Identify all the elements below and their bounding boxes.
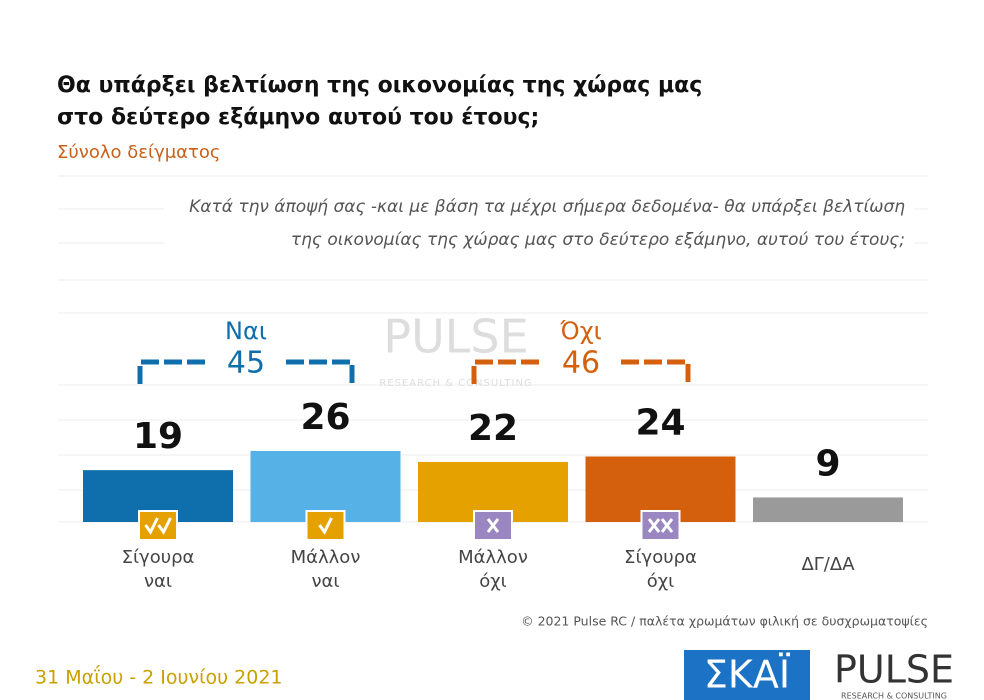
- title-line: Θα υπάρξει βελτίωση της οικονομίας της χ…: [57, 73, 702, 98]
- value-label: 24: [635, 402, 685, 443]
- category-label: Σίγουρα: [122, 547, 195, 568]
- icon-box: [640, 510, 681, 541]
- question-line: της οικονομίας της χώρας μας στο δεύτερο…: [291, 230, 905, 250]
- category-label: ΔΓ/ΔΑ: [801, 554, 855, 575]
- icon-box: [305, 510, 346, 541]
- check: [144, 517, 159, 535]
- bracket: [471, 359, 691, 384]
- title-line: στο δεύτερο εξάμηνο αυτού του έτους;: [57, 105, 539, 130]
- value-label: 26: [300, 397, 350, 438]
- cross: [647, 518, 661, 533]
- group-total: 45: [227, 346, 265, 381]
- icon: [473, 510, 513, 541]
- date: 31 Μαΐου - 2 Ιουνίου 2021: [35, 665, 283, 689]
- category-label: όχι: [647, 571, 675, 592]
- pulse-logo-sub: RESEARCH & CONSULTING: [841, 692, 947, 700]
- question-bg: [164, 190, 914, 252]
- question-line: Κατά την άποψή σας -και με βάση τα μέχρι…: [189, 197, 905, 217]
- value-label: 22: [468, 408, 518, 449]
- skai-logo-text: ΣΚΑΪ: [704, 653, 791, 697]
- category-label: ναι: [311, 571, 339, 592]
- icon: [305, 510, 346, 541]
- group-total: 46: [562, 346, 600, 381]
- icon: [138, 510, 178, 541]
- category-label: Μάλλον: [291, 547, 361, 568]
- value-label: 19: [133, 416, 183, 457]
- value-label: 9: [815, 443, 840, 484]
- check: [318, 517, 333, 535]
- subtitle: Σύνολο δείγματος: [57, 142, 220, 163]
- bracket: [137, 359, 355, 384]
- copyright: © 2021 Pulse RC / παλέτα χρωμάτων φιλική…: [521, 614, 928, 629]
- category-label: Μάλλον: [458, 547, 528, 568]
- bar: [753, 497, 903, 522]
- cross: [660, 518, 674, 533]
- category-label: ναι: [144, 571, 172, 592]
- category-label: όχι: [479, 571, 507, 592]
- check: [157, 517, 172, 535]
- watermark: PULSE: [383, 310, 528, 364]
- watermark-sub: RESEARCH & CONSULTING: [379, 378, 532, 389]
- group-label: Όχι: [559, 317, 601, 345]
- category-label: Σίγουρα: [624, 547, 697, 568]
- pulse-logo: PULSE: [834, 648, 954, 692]
- group-label: Ναι: [225, 317, 267, 345]
- cross: [486, 518, 500, 533]
- icon: [640, 510, 681, 541]
- skai-logo: [684, 650, 810, 700]
